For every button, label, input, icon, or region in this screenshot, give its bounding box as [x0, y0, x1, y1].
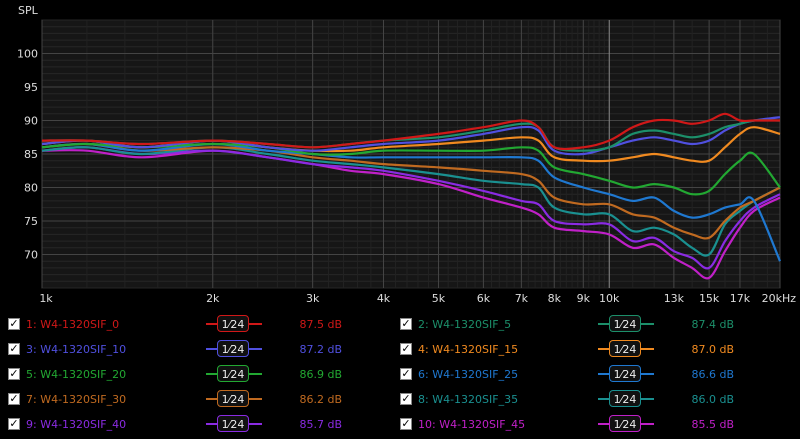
x-tick-label: 4k [377, 292, 391, 305]
x-tick-label: 20kHz [762, 292, 797, 305]
series-line [41, 142, 782, 262]
series-line [41, 146, 781, 257]
legend-checkbox[interactable]: ✓ [400, 417, 412, 430]
legend-entry: ✓ 9: W4-1320SIF_40 1⁄24 85.7 dB [8, 413, 342, 435]
legend-series-name: 7: W4-1320SIF_30 [26, 392, 127, 406]
x-tick-label: 2k [206, 292, 220, 305]
smoothing-selector[interactable]: 1⁄24 [598, 339, 654, 359]
x-tick-label: 15k [699, 292, 720, 305]
y-axis-label: SPL [18, 4, 39, 17]
x-tick-label: 1k [39, 292, 53, 305]
smoothing-label: 1⁄24 [217, 415, 249, 432]
legend-level: 86.2 dB [299, 392, 342, 406]
legend-checkbox[interactable]: ✓ [400, 392, 412, 405]
legend-checkbox[interactable]: ✓ [8, 342, 20, 355]
legend-series-name: 2: W4-1320SIF_5 [418, 317, 512, 331]
y-tick-label: 75 [24, 215, 38, 228]
legend-series-name: 3: W4-1320SIF_10 [26, 342, 127, 356]
smoothing-selector[interactable]: 1⁄24 [206, 339, 262, 359]
legend-entry: ✓ 5: W4-1320SIF_20 1⁄24 86.9 dB [8, 363, 342, 385]
spl-chart: 70 75 80 85 90 95 100 1k 2k 3k 4k 5k 6k 7k 8k 9k 10k 13k 1… [17, 4, 796, 306]
legend: ✓ 1: W4-1320SIF_0 1⁄24 87.5 dB ✓ 2: W4-1320SI… [0, 310, 800, 439]
smoothing-selector[interactable]: 1⁄24 [598, 414, 654, 434]
legend-checkbox[interactable]: ✓ [8, 392, 20, 405]
grid [41, 19, 781, 289]
legend-level: 85.7 dB [299, 417, 342, 431]
smoothing-label: 1⁄24 [609, 315, 641, 332]
legend-entry: ✓ 2: W4-1320SIF_5 1⁄24 87.4 dB [400, 313, 734, 335]
legend-level: 86.6 dB [691, 367, 734, 381]
legend-level: 87.2 dB [299, 342, 342, 356]
smoothing-selector[interactable]: 1⁄24 [206, 364, 262, 384]
legend-checkbox[interactable]: ✓ [400, 367, 412, 380]
legend-level: 87.0 dB [691, 342, 734, 356]
x-tick-label: 3k [306, 292, 320, 305]
smoothing-label: 1⁄24 [217, 340, 249, 357]
x-tick-label: 8k [548, 292, 562, 305]
smoothing-label: 1⁄24 [609, 365, 641, 382]
y-tick-label: 70 [24, 249, 38, 262]
x-tick-label: 7k [515, 292, 529, 305]
legend-level: 85.5 dB [691, 417, 734, 431]
smoothing-selector[interactable]: 1⁄24 [598, 314, 654, 334]
tick-labels: 70 75 80 85 90 95 100 1k 2k 3k 4k 5k 6k 7k 8k 9k 10k 13k 1… [17, 48, 796, 306]
x-tick-label: 5k [432, 292, 446, 305]
legend-entry: ✓ 3: W4-1320SIF_10 1⁄24 87.2 dB [8, 338, 342, 360]
series-line [41, 146, 781, 270]
smoothing-selector[interactable]: 1⁄24 [206, 314, 262, 334]
legend-series-name: 8: W4-1320SIF_35 [418, 392, 519, 406]
legend-level: 87.4 dB [691, 317, 734, 331]
series-lines [41, 112, 782, 280]
legend-series-name: 5: W4-1320SIF_20 [26, 367, 127, 381]
y-tick-label: 90 [24, 115, 38, 128]
y-tick-label: 85 [24, 148, 38, 161]
legend-level: 86.0 dB [691, 392, 734, 406]
legend-entry: ✓ 7: W4-1320SIF_30 1⁄24 86.2 dB [8, 388, 342, 410]
legend-level: 86.9 dB [299, 367, 342, 381]
smoothing-label: 1⁄24 [217, 315, 249, 332]
legend-series-name: 10: W4-1320SIF_45 [418, 417, 526, 431]
legend-entry: ✓ 6: W4-1320SIF_25 1⁄24 86.6 dB [400, 363, 734, 385]
legend-level: 87.5 dB [299, 317, 342, 331]
legend-checkbox[interactable]: ✓ [8, 417, 20, 430]
legend-series-name: 9: W4-1320SIF_40 [26, 417, 127, 431]
x-tick-label: 6k [477, 292, 491, 305]
legend-series-name: 1: W4-1320SIF_0 [26, 317, 120, 331]
legend-series-name: 4: W4-1320SIF_15 [418, 342, 519, 356]
smoothing-label: 1⁄24 [609, 340, 641, 357]
smoothing-label: 1⁄24 [609, 415, 641, 432]
legend-entry: ✓ 10: W4-1320SIF_45 1⁄24 85.5 dB [400, 413, 734, 435]
smoothing-label: 1⁄24 [217, 365, 249, 382]
smoothing-selector[interactable]: 1⁄24 [206, 414, 262, 434]
x-tick-label: 10k [599, 292, 620, 305]
series-line [41, 116, 781, 156]
x-tick-label: 17k [730, 292, 751, 305]
smoothing-selector[interactable]: 1⁄24 [598, 364, 654, 384]
x-tick-label: 9k [577, 292, 591, 305]
series-line [41, 112, 780, 151]
smoothing-selector[interactable]: 1⁄24 [206, 389, 262, 409]
legend-series-name: 6: W4-1320SIF_25 [418, 367, 519, 381]
smoothing-label: 1⁄24 [217, 390, 249, 407]
legend-entry: ✓ 8: W4-1320SIF_35 1⁄24 86.0 dB [400, 388, 734, 410]
legend-checkbox[interactable]: ✓ [400, 317, 412, 330]
y-tick-label: 95 [24, 81, 38, 94]
y-tick-label: 80 [24, 182, 38, 195]
smoothing-label: 1⁄24 [609, 390, 641, 407]
legend-entry: ✓ 1: W4-1320SIF_0 1⁄24 87.5 dB [8, 313, 342, 335]
legend-checkbox[interactable]: ✓ [8, 317, 20, 330]
legend-entry: ✓ 4: W4-1320SIF_15 1⁄24 87.0 dB [400, 338, 734, 360]
legend-checkbox[interactable]: ✓ [400, 342, 412, 355]
x-tick-label: 13k [664, 292, 685, 305]
y-tick-label: 100 [17, 48, 38, 61]
smoothing-selector[interactable]: 1⁄24 [598, 389, 654, 409]
legend-checkbox[interactable]: ✓ [8, 367, 20, 380]
